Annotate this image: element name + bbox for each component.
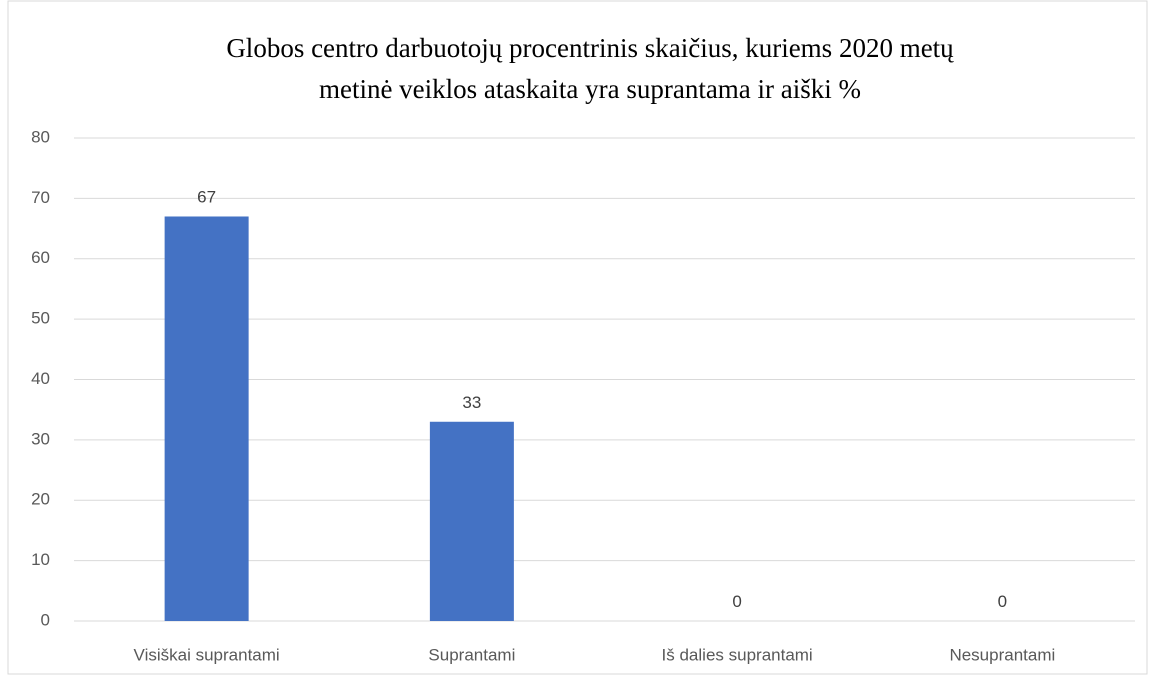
data-label: 67	[197, 187, 216, 206]
bar	[429, 421, 514, 621]
x-tick-label: Visiškai suprantami	[134, 645, 280, 664]
y-tick-label: 50	[31, 309, 50, 328]
data-label: 0	[732, 592, 741, 611]
y-tick-label: 70	[31, 188, 50, 207]
x-tick-label: Suprantami	[428, 645, 515, 664]
y-tick-label: 60	[31, 248, 50, 267]
y-tick-label: 40	[31, 369, 50, 388]
y-tick-label: 80	[31, 127, 50, 146]
y-tick-label: 0	[41, 610, 50, 629]
y-tick-label: 10	[31, 550, 50, 569]
data-label: 33	[462, 393, 481, 412]
y-tick-label: 20	[31, 490, 50, 509]
data-label: 0	[998, 592, 1007, 611]
chart-title: metinė veiklos ataskaita yra suprantama …	[319, 74, 861, 104]
x-tick-label: Nesuprantami	[949, 645, 1055, 664]
x-tick-label: Iš dalies suprantami	[662, 645, 813, 664]
y-tick-label: 30	[31, 429, 50, 448]
chart-title: Globos centro darbuotojų procentrinis sk…	[226, 33, 954, 63]
bar	[164, 216, 249, 622]
